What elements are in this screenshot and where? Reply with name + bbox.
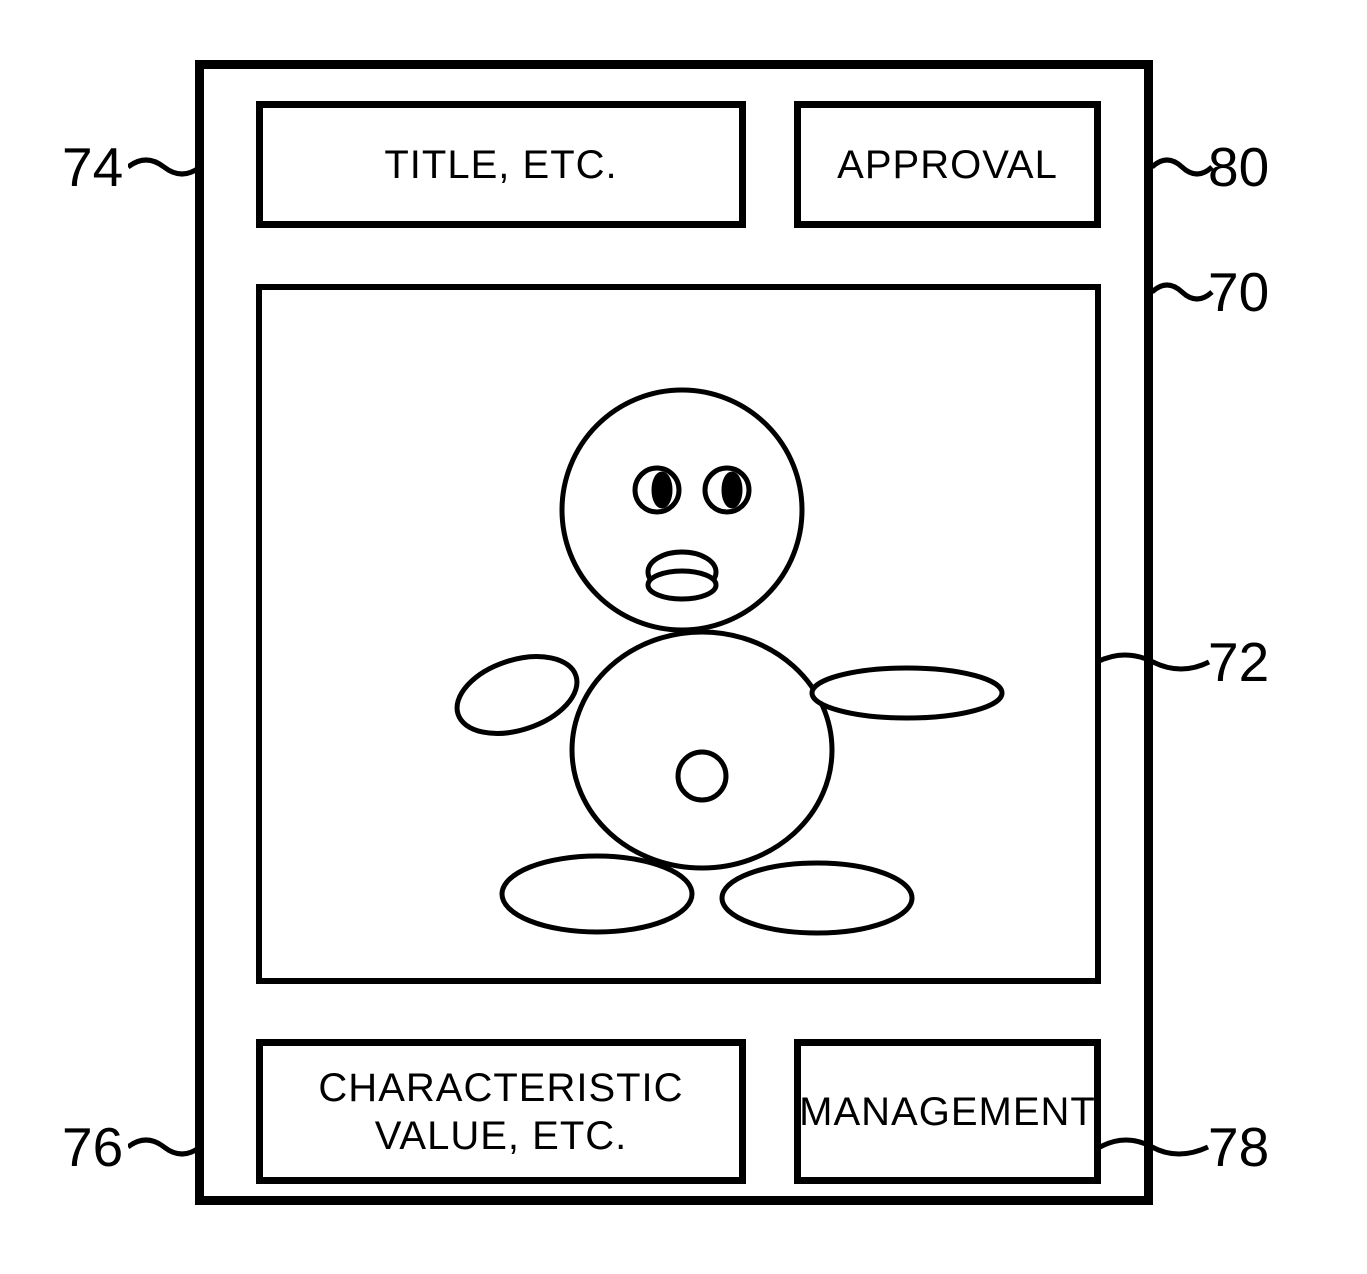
management-box: MANAGEMENT [794, 1039, 1101, 1184]
image-box [256, 284, 1101, 984]
ref-num-76: 76 [62, 1115, 123, 1179]
character-drawing [262, 290, 1095, 978]
approval-box-label: APPROVAL [837, 141, 1058, 189]
characteristic-value-label: CHARACTERISTIC VALUE, ETC. [263, 1064, 739, 1160]
leader-80 [1152, 150, 1222, 190]
title-box: TITLE, ETC. [256, 101, 746, 228]
leader-78 [1100, 1130, 1220, 1170]
leader-72 [1097, 645, 1222, 685]
leader-70 [1152, 275, 1222, 315]
management-box-label: MANAGEMENT [799, 1088, 1096, 1136]
characteristic-value-box: CHARACTERISTIC VALUE, ETC. [256, 1039, 746, 1184]
ui-frame: TITLE, ETC. APPROVAL [195, 60, 1153, 1205]
ref-num-74: 74 [62, 135, 123, 199]
approval-box: APPROVAL [794, 101, 1101, 228]
leader-74 [128, 150, 208, 190]
title-box-label: TITLE, ETC. [384, 141, 617, 189]
leader-76 [128, 1130, 208, 1170]
